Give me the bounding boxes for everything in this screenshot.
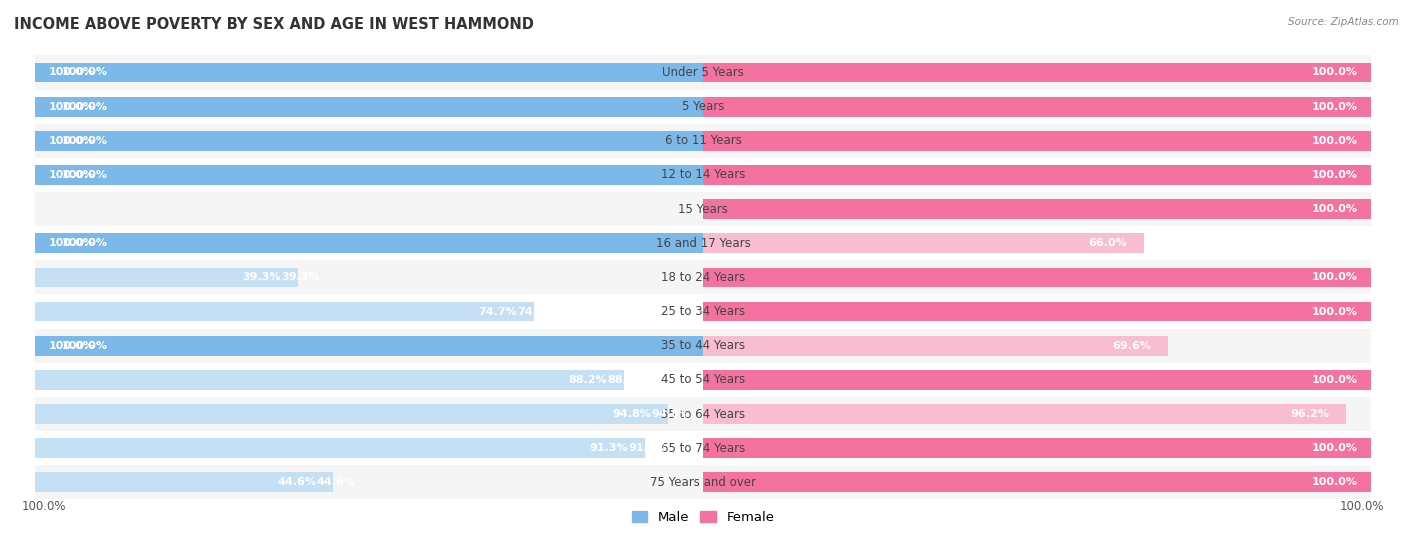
- Bar: [35, 89, 1371, 124]
- Text: 100.0%: 100.0%: [62, 341, 108, 350]
- Bar: [703, 165, 1371, 185]
- Bar: [35, 404, 668, 424]
- Bar: [35, 431, 1371, 465]
- Bar: [703, 404, 1346, 424]
- Text: Under 5 Years: Under 5 Years: [662, 66, 744, 79]
- Text: 100.0%: 100.0%: [1312, 102, 1358, 112]
- Text: 100.0%: 100.0%: [48, 136, 94, 146]
- Text: 65 to 74 Years: 65 to 74 Years: [661, 442, 745, 454]
- Bar: [35, 192, 1371, 226]
- Bar: [703, 472, 1371, 492]
- Text: 100.0%: 100.0%: [1312, 136, 1358, 146]
- Bar: [35, 233, 703, 253]
- Text: 91.3%: 91.3%: [628, 443, 666, 453]
- Text: 100.0%: 100.0%: [62, 238, 108, 248]
- Bar: [35, 397, 1371, 431]
- Bar: [703, 438, 1371, 458]
- Text: 100.0%: 100.0%: [62, 68, 108, 78]
- Bar: [703, 336, 1168, 356]
- Text: 88.2%: 88.2%: [569, 375, 607, 385]
- Bar: [35, 472, 333, 492]
- Bar: [35, 260, 1371, 295]
- Text: 66.0%: 66.0%: [1088, 238, 1128, 248]
- Text: Source: ZipAtlas.com: Source: ZipAtlas.com: [1288, 17, 1399, 27]
- Text: 96.2%: 96.2%: [1289, 409, 1329, 419]
- Bar: [703, 97, 1371, 116]
- Bar: [35, 63, 703, 82]
- Text: 91.3%: 91.3%: [589, 443, 628, 453]
- Text: 100.0%: 100.0%: [1312, 204, 1358, 214]
- Bar: [35, 336, 703, 356]
- Text: 44.6%: 44.6%: [277, 477, 316, 487]
- Text: 74.7%: 74.7%: [478, 306, 517, 316]
- Text: 39.3%: 39.3%: [281, 272, 319, 282]
- Text: 18 to 24 Years: 18 to 24 Years: [661, 271, 745, 284]
- Text: 45 to 54 Years: 45 to 54 Years: [661, 373, 745, 386]
- Text: 100.0%: 100.0%: [48, 102, 94, 112]
- Bar: [35, 295, 1371, 329]
- Bar: [703, 302, 1371, 321]
- Bar: [35, 363, 1371, 397]
- Bar: [703, 370, 1371, 390]
- Bar: [703, 199, 1371, 219]
- Text: 5 Years: 5 Years: [682, 100, 724, 113]
- Text: 100.0%: 100.0%: [1312, 68, 1358, 78]
- Text: 100.0%: 100.0%: [1312, 443, 1358, 453]
- Text: 100.0%: 100.0%: [1312, 170, 1358, 180]
- Text: 100.0%: 100.0%: [21, 500, 66, 514]
- Bar: [703, 131, 1371, 151]
- Bar: [35, 55, 1371, 89]
- Text: 15 Years: 15 Years: [678, 202, 728, 216]
- Text: 16 and 17 Years: 16 and 17 Years: [655, 237, 751, 250]
- Text: INCOME ABOVE POVERTY BY SEX AND AGE IN WEST HAMMOND: INCOME ABOVE POVERTY BY SEX AND AGE IN W…: [14, 17, 534, 32]
- Text: 100.0%: 100.0%: [62, 136, 108, 146]
- Text: 100.0%: 100.0%: [1312, 272, 1358, 282]
- Bar: [35, 302, 534, 321]
- Legend: Male, Female: Male, Female: [626, 505, 780, 529]
- Text: 88.2%: 88.2%: [607, 375, 647, 385]
- Bar: [35, 370, 624, 390]
- Bar: [703, 233, 1144, 253]
- Text: 100.0%: 100.0%: [62, 102, 108, 112]
- Bar: [35, 165, 703, 185]
- Text: 25 to 34 Years: 25 to 34 Years: [661, 305, 745, 318]
- Text: 100.0%: 100.0%: [1312, 375, 1358, 385]
- Text: 100.0%: 100.0%: [48, 170, 94, 180]
- Bar: [35, 97, 703, 116]
- Text: 12 to 14 Years: 12 to 14 Years: [661, 168, 745, 182]
- Text: 100.0%: 100.0%: [48, 341, 94, 350]
- Bar: [703, 268, 1371, 287]
- Text: 55 to 64 Years: 55 to 64 Years: [661, 408, 745, 420]
- Bar: [703, 63, 1371, 82]
- Text: 6 to 11 Years: 6 to 11 Years: [665, 134, 741, 147]
- Text: 44.6%: 44.6%: [316, 477, 356, 487]
- Text: 100.0%: 100.0%: [48, 68, 94, 78]
- Text: 100.0%: 100.0%: [1312, 306, 1358, 316]
- Text: 39.3%: 39.3%: [242, 272, 281, 282]
- Bar: [35, 438, 645, 458]
- Text: 100.0%: 100.0%: [1312, 477, 1358, 487]
- Text: 94.8%: 94.8%: [613, 409, 651, 419]
- Bar: [35, 465, 1371, 499]
- Bar: [35, 268, 298, 287]
- Text: 94.8%: 94.8%: [651, 409, 690, 419]
- Bar: [35, 226, 1371, 260]
- Bar: [35, 329, 1371, 363]
- Text: 100.0%: 100.0%: [62, 170, 108, 180]
- Text: 69.6%: 69.6%: [1112, 341, 1152, 350]
- Text: 74.7%: 74.7%: [517, 306, 555, 316]
- Text: 100.0%: 100.0%: [1340, 500, 1385, 514]
- Text: 35 to 44 Years: 35 to 44 Years: [661, 339, 745, 352]
- Text: 100.0%: 100.0%: [48, 238, 94, 248]
- Bar: [35, 131, 703, 151]
- Text: 75 Years and over: 75 Years and over: [650, 476, 756, 489]
- Bar: [35, 124, 1371, 158]
- Bar: [35, 158, 1371, 192]
